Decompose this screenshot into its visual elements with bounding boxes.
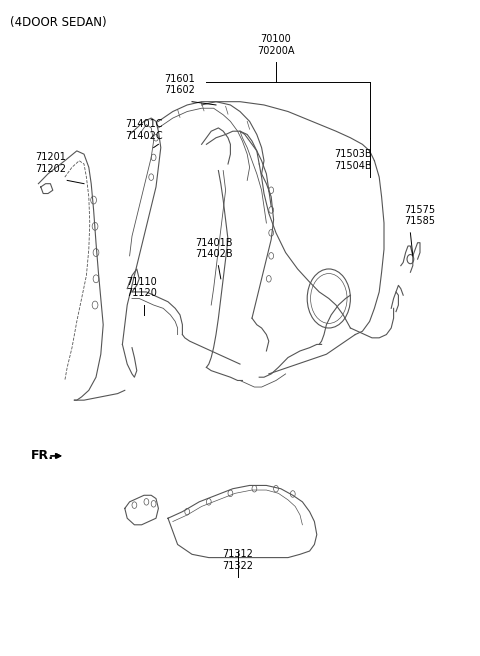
Text: 71601
71602: 71601 71602 bbox=[165, 73, 195, 95]
Text: 71201
71202: 71201 71202 bbox=[35, 152, 66, 174]
Text: 70100
70200A: 70100 70200A bbox=[257, 34, 295, 56]
Text: FR.: FR. bbox=[31, 449, 54, 462]
Text: (4DOOR SEDAN): (4DOOR SEDAN) bbox=[10, 16, 106, 30]
Text: 71503B
71504B: 71503B 71504B bbox=[334, 149, 372, 171]
Text: 71401B
71402B: 71401B 71402B bbox=[195, 237, 232, 259]
Text: 71110
71120: 71110 71120 bbox=[126, 277, 157, 298]
Text: 71401C
71402C: 71401C 71402C bbox=[125, 119, 163, 141]
Text: 71575
71585: 71575 71585 bbox=[405, 205, 435, 226]
Text: 71312
71322: 71312 71322 bbox=[222, 549, 253, 571]
